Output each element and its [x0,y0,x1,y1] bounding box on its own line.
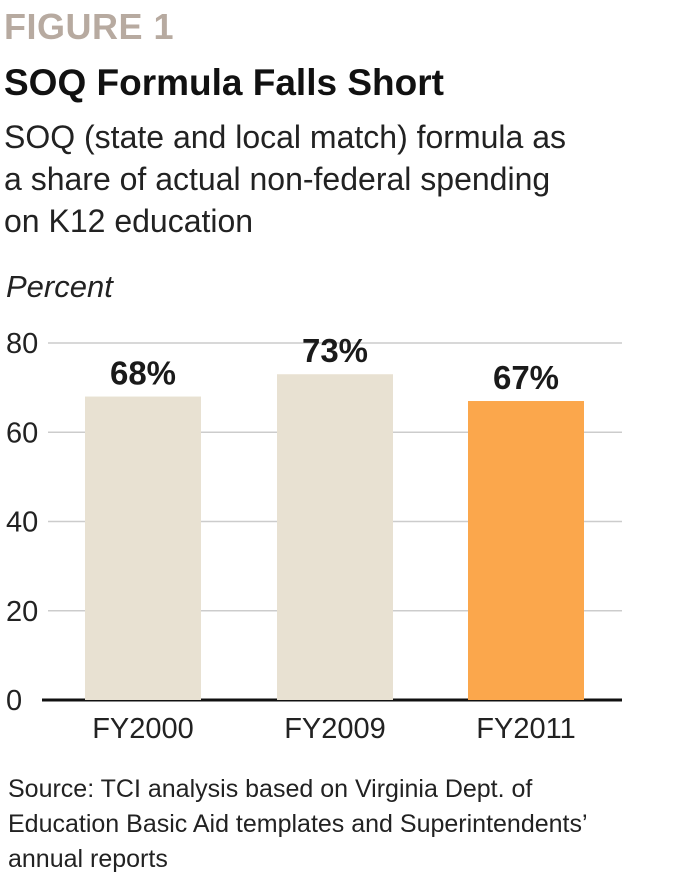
y-tick-label: 20 [6,596,38,628]
x-tick-label: FY2009 [284,713,386,745]
bar-fy2011 [468,401,584,700]
y-tick-label: 0 [6,685,22,717]
bar-fy2000 [85,396,201,700]
labels: 0 20 40 60 80 68% FY2000 73% FY2009 67% FY2011 [6,328,576,745]
source-note: Source: TCI analysis based on Virginia D… [8,772,680,877]
subtitle-line: SOQ (state and local match) formula as [4,119,566,155]
y-tick-label: 40 [6,507,38,539]
bar-chart: 0 20 40 60 80 68% FY2000 73% FY2009 67% FY2011 [6,328,622,745]
data-label: 73% [302,332,368,369]
chart-subtitle: SOQ (state and local match) formula as a… [4,116,680,242]
x-tick-label: FY2000 [92,713,194,745]
y-tick-label: 80 [6,328,38,360]
bar-fy2009 [277,374,393,700]
subtitle-line: a share of actual non-federal spending [4,161,551,197]
source-line: Source: TCI analysis based on Virginia D… [8,775,533,803]
figure-label: FIGURE 1 [4,6,175,47]
source-line: Education Basic Aid templates and Superi… [8,810,588,838]
subtitle-line: on K12 education [4,203,254,239]
source-line: annual reports [8,845,168,873]
y-tick-label: 60 [6,417,38,449]
data-label: 68% [110,355,176,392]
y-axis-label: Percent [6,269,113,304]
bars [85,374,584,700]
x-tick-label: FY2011 [476,713,575,745]
chart-title: SOQ Formula Falls Short [4,62,444,103]
data-label: 67% [493,359,559,396]
